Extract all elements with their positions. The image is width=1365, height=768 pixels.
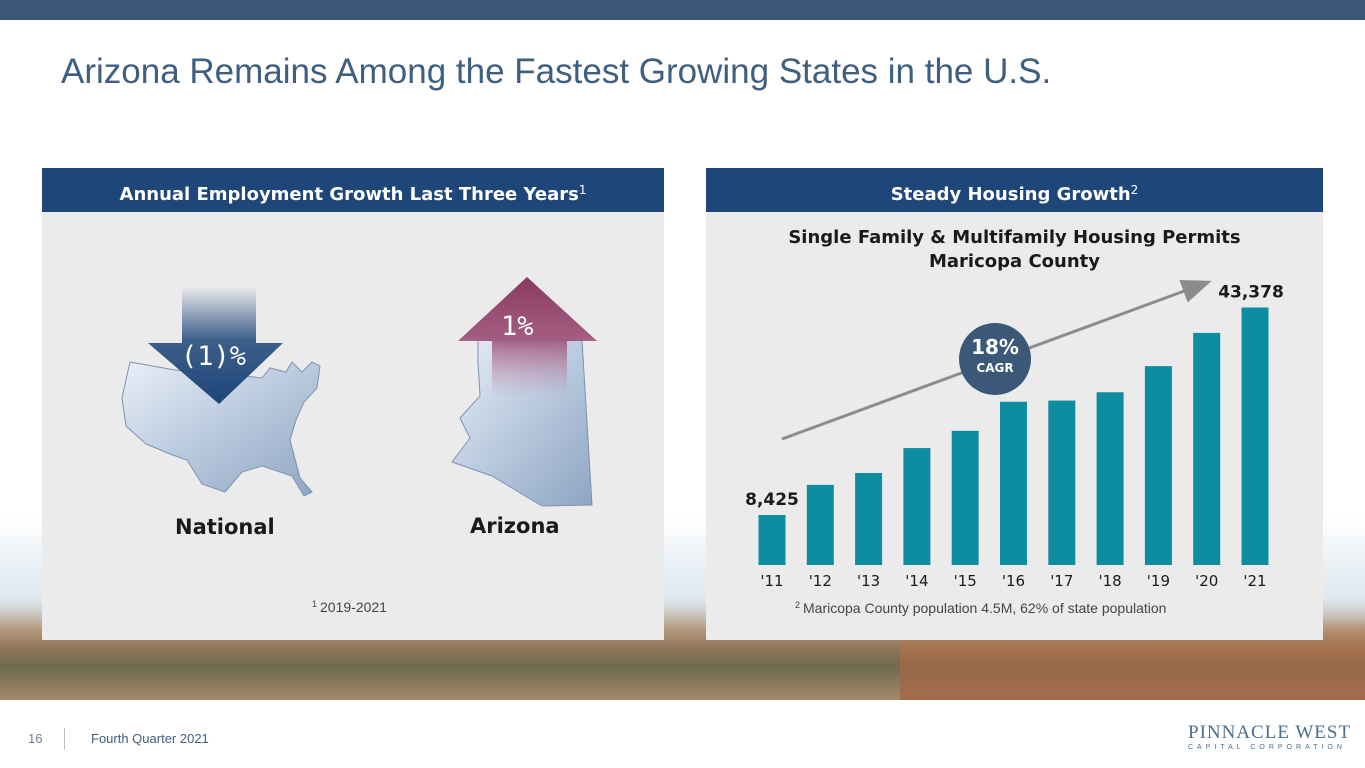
x-tick-label-7: '18 xyxy=(1098,572,1121,590)
employment-panel-header: Annual Employment Growth Last Three Year… xyxy=(42,168,664,212)
page-number: 16 xyxy=(28,731,43,746)
bar-4 xyxy=(951,430,979,565)
x-tick-label-9: '20 xyxy=(1195,572,1218,590)
chart-title: Single Family & Multifamily Housing Perm… xyxy=(706,226,1323,274)
arizona-label: Arizona xyxy=(470,514,560,538)
bar-5 xyxy=(1000,401,1027,565)
cagr-badge: 18% CAGR xyxy=(959,323,1031,395)
housing-footnote: 2 Maricopa County population 4.5M, 62% of… xyxy=(795,600,1166,616)
national-growth-value: (1)% xyxy=(181,341,247,372)
housing-footnote-sup: 2 xyxy=(795,600,801,610)
x-tick-label-8: '19 xyxy=(1147,572,1170,590)
x-tick-label-2: '13 xyxy=(857,572,880,590)
housing-permits-chart: '11 '12 '13 '14 '15 '16 '17 '18 '19 '20 '21 8,425 4… xyxy=(745,280,1284,590)
top-bar xyxy=(0,0,1365,20)
bar-8 xyxy=(1144,366,1172,565)
bar-2 xyxy=(855,472,883,565)
bar-6 xyxy=(1048,400,1076,565)
bar-7 xyxy=(1096,392,1124,565)
footer-text: Fourth Quarter 2021 xyxy=(91,731,209,746)
bar-3 xyxy=(903,448,931,565)
bar-10 xyxy=(1241,307,1269,565)
housing-header-text: Steady Housing Growth xyxy=(890,184,1131,205)
x-tick-label-5: '16 xyxy=(1002,572,1025,590)
housing-footnote-text: Maricopa County population 4.5M, 62% of … xyxy=(803,600,1167,616)
chart-title-line2: Maricopa County xyxy=(929,251,1100,272)
employment-header-text: Annual Employment Growth Last Three Year… xyxy=(119,184,579,205)
employment-header-sup: 1 xyxy=(578,183,587,197)
pinnacle-west-logo: PINNACLE WEST CAPITAL CORPORATION xyxy=(1188,722,1352,756)
cagr-value: 18% xyxy=(971,335,1019,359)
data-label-0: 8,425 xyxy=(745,490,799,510)
logo-main-text: PINNACLE WEST xyxy=(1188,722,1352,743)
housing-panel-header: Steady Housing Growth2 xyxy=(706,168,1323,212)
data-label-10: 43,378 xyxy=(1218,283,1284,303)
x-tick-label-6: '17 xyxy=(1050,572,1073,590)
footer-divider xyxy=(64,728,65,750)
x-tick-label-0: '11 xyxy=(760,572,783,590)
logo-sub-text: CAPITAL CORPORATION xyxy=(1188,744,1346,751)
us-map-icon xyxy=(121,361,321,497)
bar-9 xyxy=(1193,332,1221,565)
chart-title-line1: Single Family & Multifamily Housing Perm… xyxy=(788,227,1241,248)
cagr-label: CAGR xyxy=(976,361,1014,375)
x-tick-label-4: '15 xyxy=(954,572,977,590)
x-tick-label-10: '21 xyxy=(1243,572,1266,590)
bar-1 xyxy=(806,484,834,565)
up-arrow-icon xyxy=(458,277,597,398)
arizona-growth-value: 1% xyxy=(501,311,534,342)
x-tick-label-3: '14 xyxy=(905,572,928,590)
x-tick-label-1: '12 xyxy=(809,572,832,590)
bar-0 xyxy=(758,514,786,565)
employment-footnote: 1 2019-2021 xyxy=(312,599,387,615)
employment-footnote-sup: 1 xyxy=(312,599,318,609)
page-title: Arizona Remains Among the Fastest Growin… xyxy=(61,52,1052,91)
down-arrow-icon xyxy=(148,287,283,404)
housing-header-sup: 2 xyxy=(1130,183,1139,197)
employment-footnote-text: 2019-2021 xyxy=(320,599,387,615)
national-label: National xyxy=(175,515,275,539)
